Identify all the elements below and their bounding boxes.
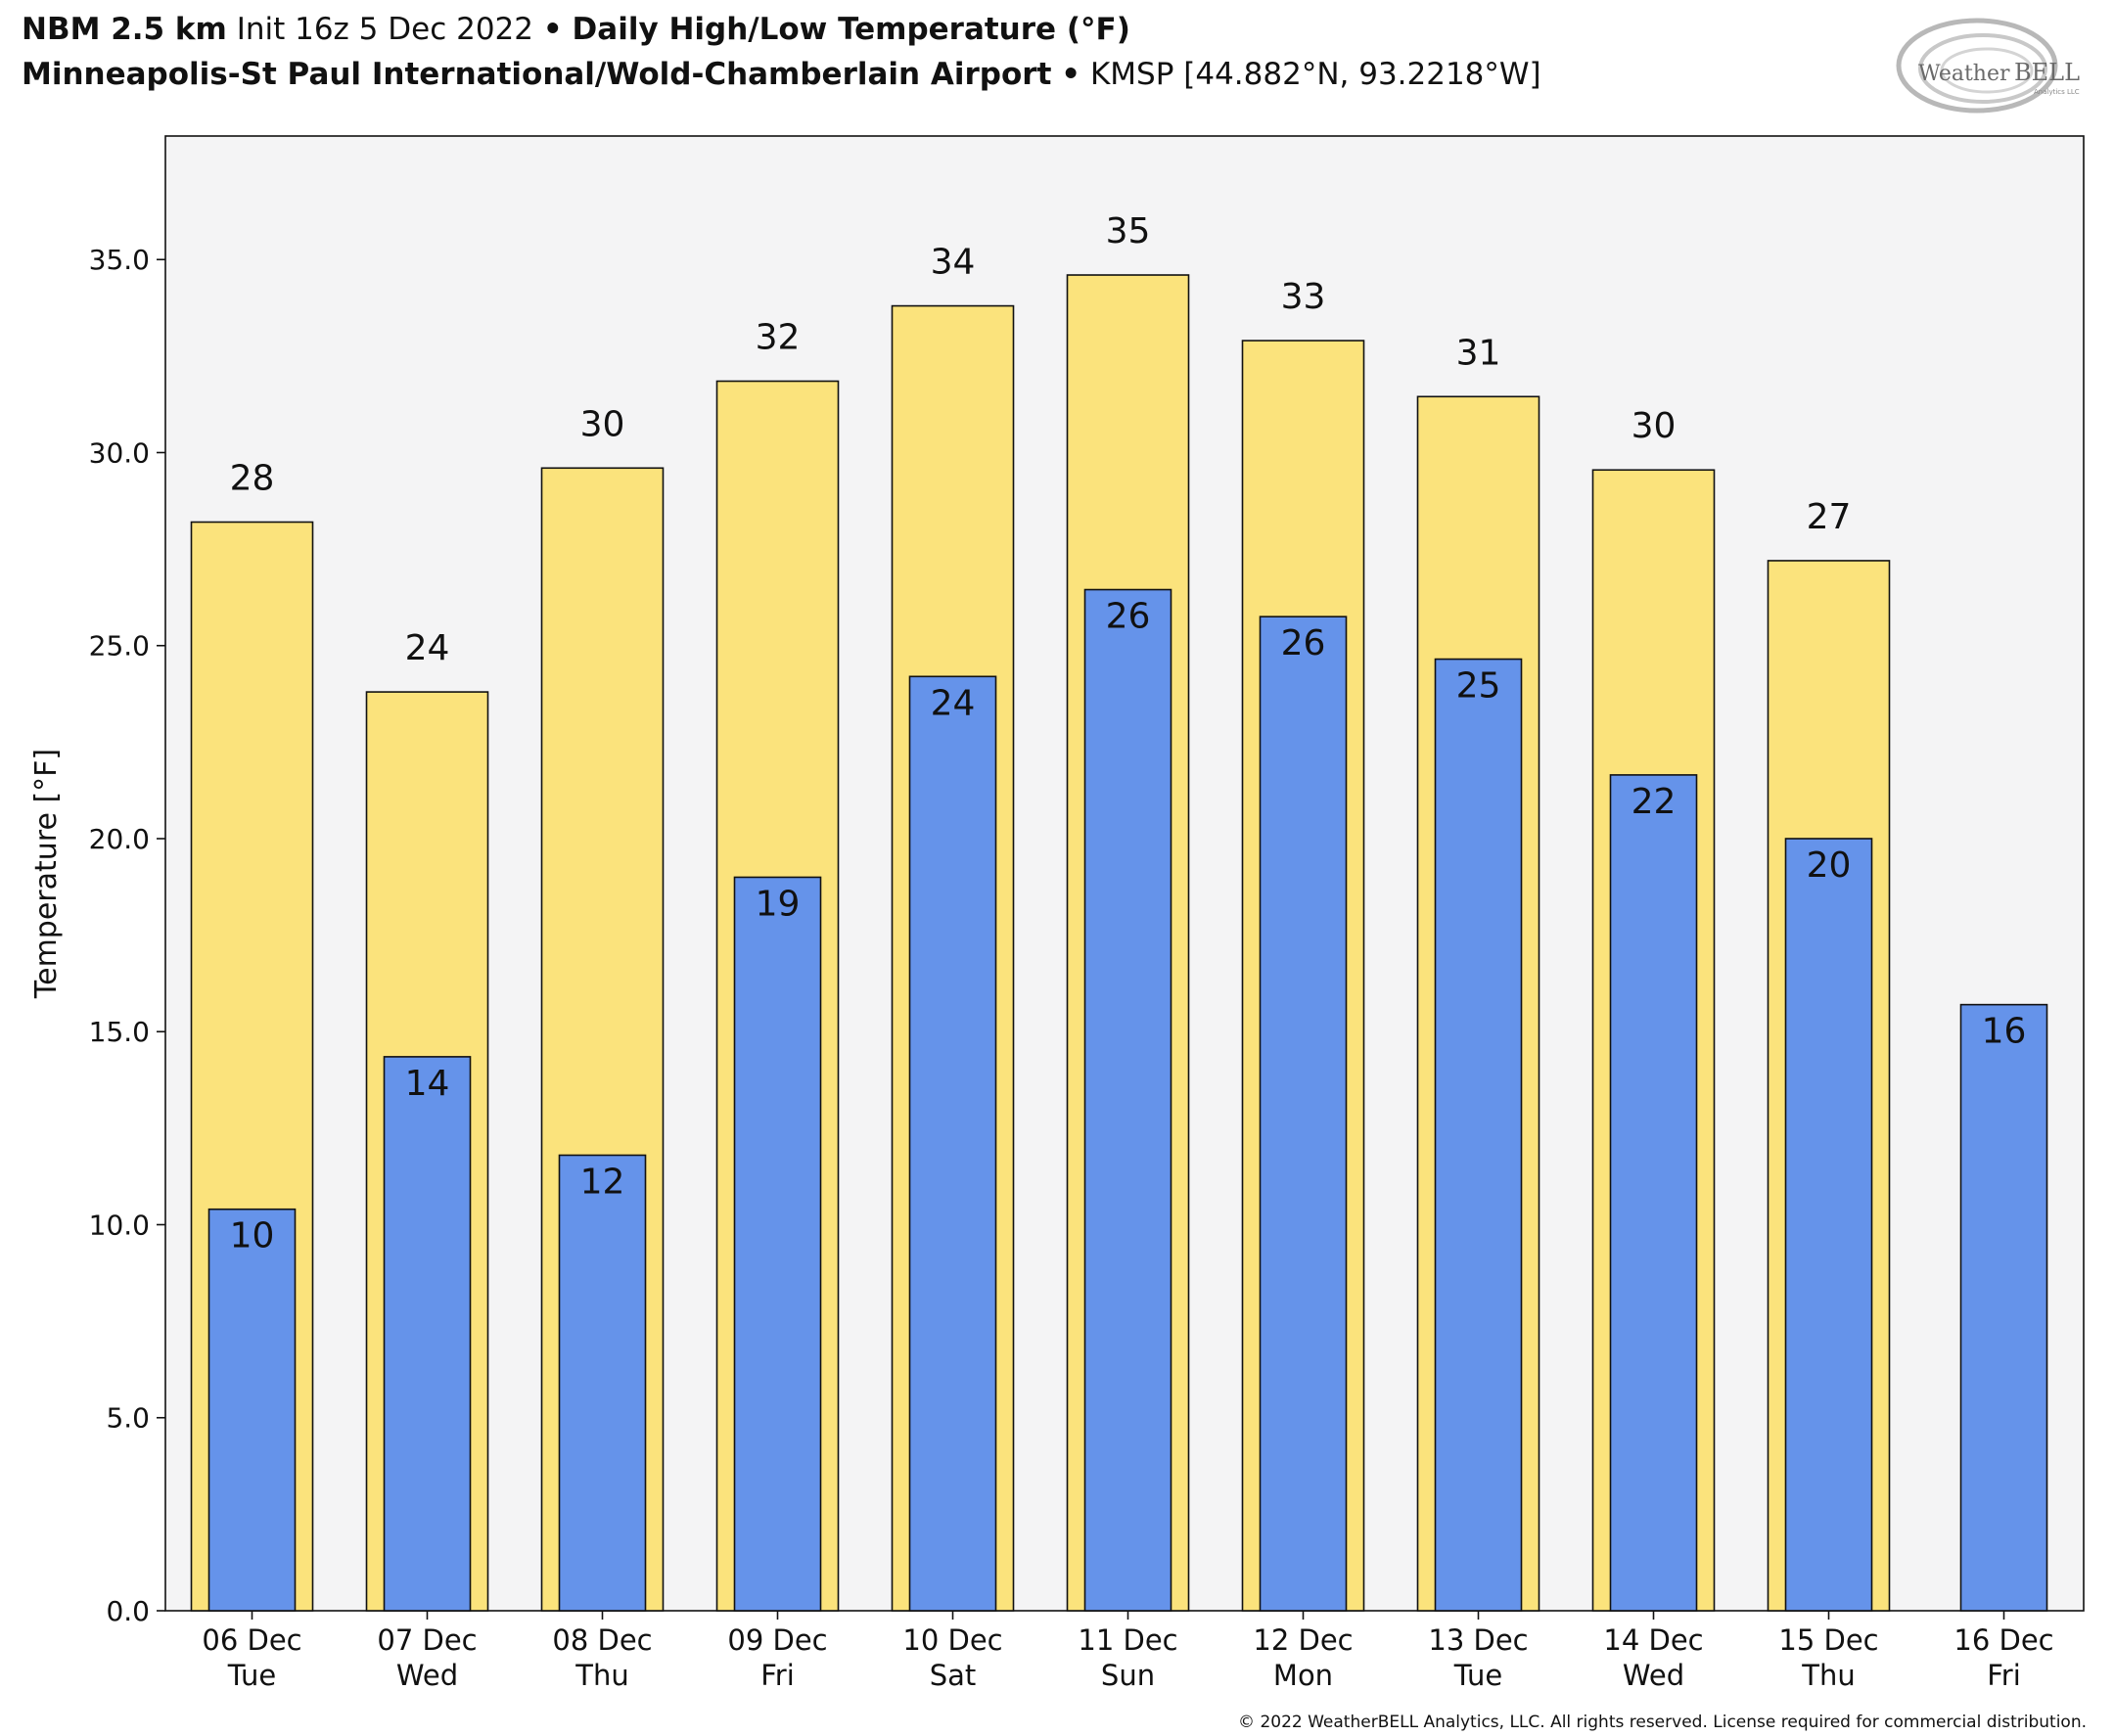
x-tick-day-label: Thu <box>1801 1659 1855 1692</box>
low-bar <box>383 1056 472 1612</box>
x-tick-date-label: 14 Dec <box>1603 1623 1703 1657</box>
logo-text-left: Weather <box>1918 62 2010 86</box>
low-bar <box>1083 588 1172 1612</box>
x-tick-date-label: 09 Dec <box>727 1623 827 1657</box>
high-value-label: 32 <box>756 318 801 358</box>
y-tick-label: 10.0 <box>89 1209 150 1241</box>
x-tick-date-label: 11 Dec <box>1078 1623 1177 1657</box>
model-name: NBM 2.5 km <box>22 12 227 47</box>
y-tick-label: 30.0 <box>89 436 150 469</box>
x-tick-day-label: Fri <box>1987 1659 2021 1692</box>
high-value-label: 30 <box>580 404 625 444</box>
high-value-label: 35 <box>1106 211 1151 251</box>
subtitle-separator: • <box>1061 57 1081 92</box>
y-tick-label: 20.0 <box>89 823 150 855</box>
product-name: Daily High/Low Temperature (°F) <box>572 12 1130 47</box>
y-tick-label: 25.0 <box>89 630 150 662</box>
low-bar <box>1959 1003 2048 1612</box>
x-tick-day-label: Mon <box>1273 1659 1333 1692</box>
low-value-label: 26 <box>1281 623 1326 663</box>
low-bar <box>1784 838 1873 1612</box>
y-tick-label: 0.0 <box>106 1595 150 1627</box>
high-value-label: 28 <box>230 459 275 499</box>
low-bar <box>1609 774 1698 1612</box>
high-value-label: 27 <box>1807 497 1852 537</box>
low-bar <box>733 876 822 1612</box>
copyright-notice: © 2022 WeatherBELL Analytics, LLC. All r… <box>1238 1713 2087 1732</box>
x-tick-day-label: Wed <box>1623 1659 1684 1692</box>
low-bar <box>558 1154 647 1612</box>
low-value-label: 16 <box>1982 1012 2027 1052</box>
x-tick-day-label: Tue <box>227 1659 277 1692</box>
y-axis-label: Temperature [°F] <box>29 749 64 999</box>
low-bar <box>908 675 997 1612</box>
x-tick-day-label: Thu <box>574 1659 628 1692</box>
chart-title: NBM 2.5 km Init 16z 5 Dec 2022 • Daily H… <box>22 12 1130 47</box>
x-tick-day-label: Sat <box>930 1659 977 1692</box>
title-separator: • <box>542 12 563 47</box>
y-tick-label: 35.0 <box>89 244 150 276</box>
low-value-label: 19 <box>756 884 801 924</box>
logo-text-right: BELL <box>2014 59 2080 86</box>
x-tick-day-label: Fri <box>760 1659 795 1692</box>
low-value-label: 14 <box>405 1064 450 1104</box>
x-tick-date-label: 15 Dec <box>1778 1623 1878 1657</box>
low-value-label: 22 <box>1631 782 1677 822</box>
x-tick-date-label: 08 Dec <box>552 1623 652 1657</box>
high-value-label: 24 <box>405 628 450 668</box>
x-tick-day-label: Tue <box>1453 1659 1503 1692</box>
low-value-label: 25 <box>1456 666 1501 707</box>
x-tick-day-label: Wed <box>396 1659 458 1692</box>
x-tick-date-label: 16 Dec <box>1953 1623 2053 1657</box>
station-name: Minneapolis-St Paul International/Wold-C… <box>22 57 1052 92</box>
high-value-label: 34 <box>931 243 976 283</box>
low-value-label: 24 <box>931 683 976 723</box>
low-value-label: 10 <box>230 1216 275 1256</box>
high-value-label: 33 <box>1281 277 1326 317</box>
logo-subtext: Analytics LLC <box>2034 88 2080 96</box>
x-tick-day-label: Sun <box>1101 1659 1155 1692</box>
x-tick-date-label: 12 Dec <box>1253 1623 1353 1657</box>
y-tick-label: 5.0 <box>106 1402 150 1435</box>
y-tick-label: 15.0 <box>89 1016 150 1048</box>
low-temperature-series <box>207 588 2048 1612</box>
low-bar <box>1259 616 1348 1612</box>
chart-subtitle: Minneapolis-St Paul International/Wold-C… <box>22 57 1541 92</box>
bar-value-labels: 28 10 24 14 30 12 32 19 34 24 35 26 33 26 31 25 30 22 27 20… <box>230 211 2027 1256</box>
high-value-label: 30 <box>1631 406 1677 446</box>
low-bar <box>207 1208 297 1612</box>
low-value-label: 12 <box>580 1162 625 1202</box>
station-code: KMSP [44.882°N, 93.2218°W] <box>1089 57 1541 92</box>
high-value-label: 31 <box>1456 333 1501 373</box>
weatherbell-logo: Weather BELL Analytics LLC <box>1896 18 2080 114</box>
x-tick-date-label: 07 Dec <box>377 1623 477 1657</box>
low-value-label: 20 <box>1807 845 1852 886</box>
x-tick-date-label: 13 Dec <box>1428 1623 1528 1657</box>
x-tick-date-label: 06 Dec <box>202 1623 301 1657</box>
init-time: Init 16z 5 Dec 2022 <box>236 12 533 47</box>
x-tick-date-label: 10 Dec <box>902 1623 1002 1657</box>
y-axis: 0.0 5.0 10.0 15.0 20.0 25.0 30.0 35.0 <box>89 244 165 1627</box>
low-value-label: 26 <box>1106 597 1151 637</box>
low-bar <box>1434 658 1523 1612</box>
